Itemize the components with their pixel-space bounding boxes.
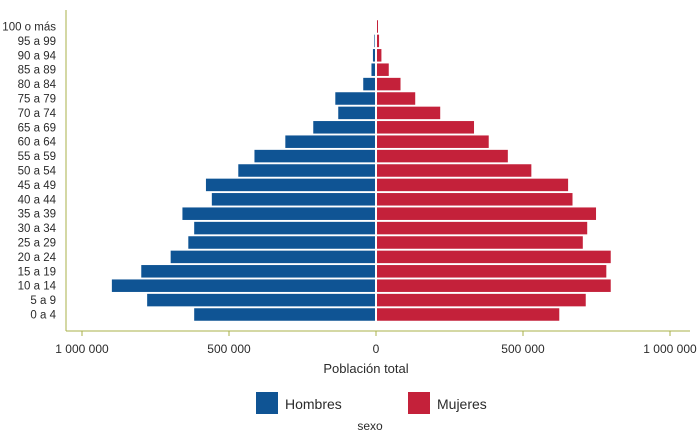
bar-mujeres (377, 164, 532, 177)
bar-hombres (205, 178, 375, 192)
bar-hombres (372, 49, 375, 62)
y-tick-label: 60 a 64 (18, 137, 57, 149)
axes (65, 10, 690, 332)
y-tick-label: 0 a 4 (30, 310, 56, 322)
x-tick-label: 1 000 000 (643, 342, 697, 356)
legend: Hombres Mujeres sexo (256, 392, 487, 430)
legend-label-mujeres: Mujeres (437, 396, 487, 412)
bar-hombres (238, 164, 375, 177)
bar-hombres (188, 236, 375, 249)
bar-hombres (313, 121, 375, 134)
y-tick-label: 80 a 84 (18, 79, 57, 91)
bar-mujeres (377, 34, 380, 48)
bar-hombres (371, 63, 375, 76)
bar-mujeres (377, 236, 583, 249)
y-tick-label: 20 a 24 (18, 252, 57, 264)
x-tick-label: 500 000 (207, 342, 251, 356)
bar-hombres (182, 207, 375, 220)
y-tick-label: 95 a 99 (18, 36, 56, 48)
bar-mujeres (377, 279, 611, 292)
y-tick-label: 40 a 44 (18, 194, 57, 206)
y-tick-label: 70 a 74 (18, 108, 57, 120)
bar-hombres (141, 265, 375, 278)
y-tick-label: 35 a 39 (18, 209, 56, 221)
y-tick-label: 15 a 19 (18, 266, 56, 278)
bar-mujeres (377, 63, 389, 76)
bar-mujeres (377, 265, 607, 278)
bar-hombres (194, 308, 375, 321)
bar-mujeres (377, 207, 597, 220)
bar-mujeres (377, 49, 382, 62)
x-tick-label: 0 (373, 342, 380, 356)
y-tick-label: 50 a 54 (18, 166, 57, 178)
x-tick-label: 1 000 000 (55, 342, 109, 356)
bar-hombres (170, 250, 375, 264)
bar-hombres (285, 135, 375, 148)
bar-hombres (363, 77, 375, 91)
legend-swatch-mujeres (408, 392, 430, 414)
bar-hombres (335, 92, 375, 105)
bar-hombres (374, 34, 375, 48)
legend-title: sexo (357, 419, 383, 430)
bar-mujeres (377, 121, 475, 134)
bar-mujeres (377, 193, 573, 206)
y-tick-label: 85 a 89 (18, 65, 56, 77)
bar-hombres (338, 106, 375, 120)
bars-group (111, 20, 611, 321)
bar-mujeres (377, 77, 401, 91)
bar-mujeres (377, 178, 569, 192)
bar-mujeres (377, 293, 586, 307)
x-tick-label: 500 000 (501, 342, 545, 356)
bar-hombres (254, 149, 375, 163)
x-ticks: 1 000 000 500 000 0 500 000 1 000 000 (55, 331, 697, 356)
bar-hombres (211, 193, 375, 206)
y-tick-labels: 0 a 4 5 a 9 10 a 14 15 a 19 20 a 24 25 a 29 30… (2, 22, 56, 322)
y-tick-label: 5 a 9 (30, 295, 56, 307)
y-tick-label: 25 a 29 (18, 238, 56, 250)
bar-mujeres (377, 106, 441, 120)
bar-mujeres (377, 20, 378, 33)
x-axis-label: Población total (323, 361, 408, 376)
y-tick-label: 30 a 34 (18, 223, 57, 235)
y-tick-label: 55 a 59 (18, 151, 56, 163)
legend-label-hombres: Hombres (285, 396, 342, 412)
bar-hombres (194, 221, 375, 235)
y-tick-label: 45 a 49 (18, 180, 56, 192)
bar-mujeres (377, 308, 560, 321)
bar-hombres (147, 293, 375, 307)
y-tick-label: 100 o más (2, 22, 56, 34)
bar-mujeres (377, 135, 489, 148)
y-tick-label: 75 a 79 (18, 94, 56, 106)
bar-mujeres (377, 221, 588, 235)
bar-mujeres (377, 250, 611, 264)
bar-mujeres (377, 149, 508, 163)
legend-swatch-hombres (256, 392, 278, 414)
bar-hombres (111, 279, 376, 292)
y-tick-label: 65 a 69 (18, 122, 56, 134)
y-tick-label: 90 a 94 (18, 50, 57, 62)
y-tick-label: 10 a 14 (18, 281, 57, 293)
bar-mujeres (377, 92, 416, 105)
